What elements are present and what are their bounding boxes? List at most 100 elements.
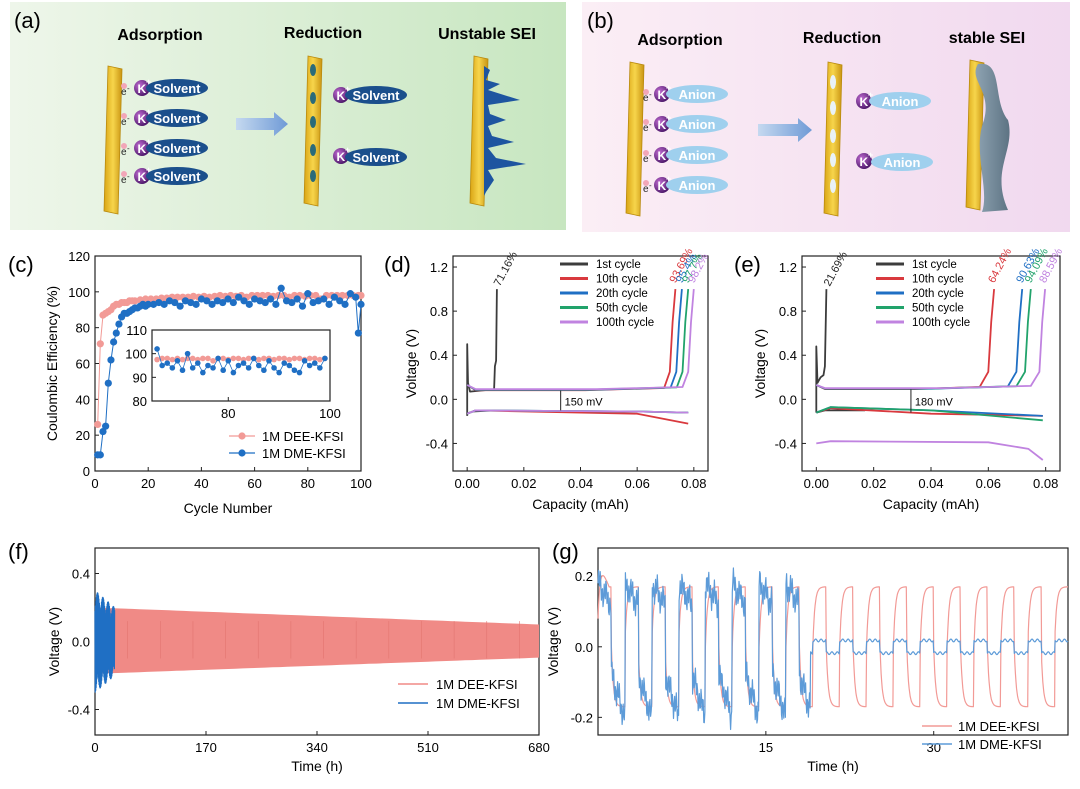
e-charge-curve-0 [815,289,828,413]
c-inset-point-1-28 [296,369,303,376]
c-ytick-label-3: 60 [76,357,90,372]
e-discharge-curve-3 [815,406,1043,422]
d-ytick-label-1: 0.0 [430,392,448,407]
b1-row0-cation [654,86,670,102]
a2-row1-cation-charge: + [345,145,350,155]
b2-row0-cation [856,93,872,109]
f-ytick-label-2: 0.4 [72,567,90,582]
chart-f: 0 170 340 510 680 -0.4 0.0 0.4 Time (h) Voltage (… [46,547,550,774]
e-ytick-label-0: -0.4 [775,436,797,451]
d-gap-label: 150 mV [565,397,604,409]
c-inset-point-1-20 [255,362,262,369]
c-inset-point-0-23 [271,356,277,363]
c-point-1-1 [96,451,104,459]
b1-row1-electron-dot [643,119,649,125]
b1-row3-cation-charge: + [666,174,671,184]
e-discharge-curve-4 [816,440,1044,461]
c-xtick-label-5: 100 [350,476,372,491]
b1-row3-cation [654,177,670,193]
c-inset-point-1-30 [306,362,313,369]
panel-label-g: (g) [552,539,579,564]
c-inset-point-0-26 [286,356,293,363]
d-xtick-label-4: 0.08 [681,476,706,491]
c-inset-point-1-14 [225,357,232,364]
c-xtick-label-4: 80 [301,476,315,491]
c-xtick-label-1: 20 [141,476,155,491]
b1-row0-molecule [666,85,728,103]
b2-row1-cation [856,153,872,169]
c-inset-point-0-16 [235,355,242,362]
c-point-0-25 [189,292,198,300]
e-ytick-label-2: 0.4 [779,348,797,363]
c-point-1-33 [219,298,227,307]
panel-label-c: (c) [8,252,34,277]
d-ytick-label-2: 0.4 [430,348,448,363]
c-point-1-46 [288,298,296,307]
c-inset-point-0-5 [179,356,186,363]
c-point-1-28 [192,300,200,308]
c-inset-point-1-12 [215,355,221,362]
b1-row0-electron-dot [643,89,649,95]
electrode-b1 [625,61,645,217]
c-inset-point-1-17 [240,360,247,366]
chart-e: 0.00 0.02 0.04 0.06 0.08 -0.4 0.0 0.4 0.8 1.2 Capa… [752,246,1065,512]
c-point-1-49 [304,290,312,298]
c-inset-point-0-20 [255,356,262,363]
a2-row0-cation [333,87,349,103]
electrode-a3 [469,55,489,207]
c-inset-point-0-24 [276,355,282,362]
f-xlabel: Time (h) [291,758,343,774]
c-inset-point-1-26 [286,362,293,369]
f-dme-line [94,592,116,693]
b2-deposit-4 [830,179,836,193]
c-point-0-17 [147,295,155,303]
a1-row1-electron-label: e [121,117,127,128]
a1-row2-electron-dot [121,143,127,149]
d-discharge-curve-4 [466,409,689,415]
arrow-a1 [236,112,288,136]
c-inset-point-0-25 [281,355,288,362]
f-dee-band [95,607,539,674]
e-xtick-label-0: 0.00 [804,476,829,491]
d-xtick-label-2: 0.04 [568,476,593,491]
c-inset-point-1-5 [179,367,186,374]
c-inset-point-0-2 [164,355,171,362]
b1-row3-molecule-label: Anion [679,178,716,193]
b1-row2-molecule-label: Anion [679,148,716,163]
c-inset-point-1-8 [194,360,201,366]
a1-row0-molecule [146,79,208,97]
panel-label-f: (f) [8,539,29,564]
b1-row2-cation [654,147,670,163]
c-inset-ytick-label-1: 90 [133,370,147,385]
c-point-1-24 [171,298,179,307]
d-charge-curve-3 [466,289,690,391]
b1-row1-molecule [666,115,728,133]
b1-row3-electron-charge: - [649,181,652,190]
a2-deposit-3 [310,144,316,156]
d-ytick-label-3: 0.8 [430,304,448,319]
c-point-0-14 [131,297,139,305]
c-inset-point-1-19 [250,355,257,362]
c-legend-marker-1 [238,449,246,457]
c-inset-ytick-label-0: 80 [133,394,147,409]
a1-row1-cation-charge: + [146,107,151,117]
c-point-1-34 [224,295,232,303]
c-inset-ytick-label-2: 100 [125,347,147,362]
d-xtick-label-1: 0.02 [511,476,536,491]
b1-row1-electron-label: e [643,123,649,134]
a2-row1-cation [333,148,349,164]
c-inset-point-0-28 [296,355,303,362]
c-point-1-6 [110,338,118,346]
c-point-1-56 [341,300,349,308]
c-point-1-7 [112,329,120,337]
c-inset-point-1-31 [311,360,318,366]
c-inset-point-0-13 [220,355,226,362]
c-point-1-30 [203,297,211,305]
c-inset-point-0-21 [261,355,267,362]
g-ytick-label-2: 0.2 [575,569,593,584]
c-inset-point-0-18 [245,355,252,362]
c-point-1-42 [266,295,275,303]
g-xlabel: Time (h) [807,758,859,774]
a1-row2-molecule-label: Solvent [154,141,202,156]
